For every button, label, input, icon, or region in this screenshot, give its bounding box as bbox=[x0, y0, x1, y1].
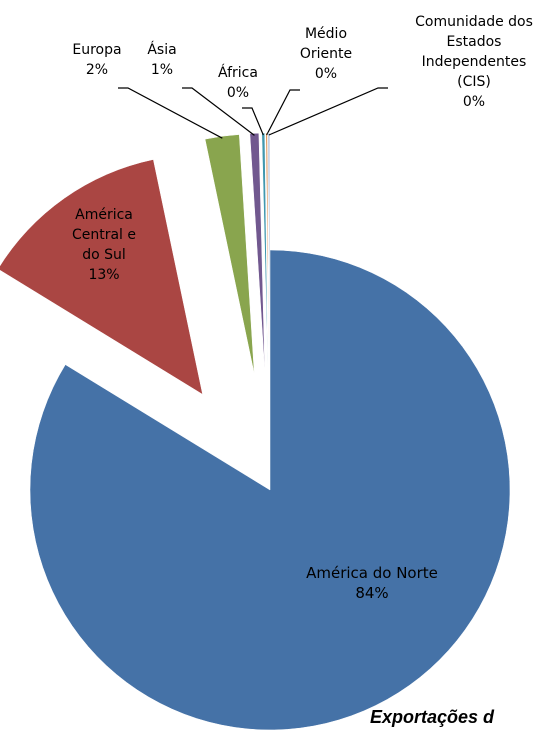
slice-value-label: 0% bbox=[314, 66, 338, 82]
pie-slice bbox=[249, 132, 266, 374]
slice-label: Ásia 1% bbox=[137, 40, 187, 80]
slice-category: África bbox=[218, 65, 258, 81]
slice-category: Ásia bbox=[147, 42, 177, 58]
leader-line bbox=[182, 87, 255, 136]
slice-category: América Central e do Sul bbox=[71, 207, 137, 263]
slice-category: América do Norte bbox=[306, 564, 438, 582]
slice-value-label: 13% bbox=[88, 267, 120, 283]
slice-label: Médio Oriente 0% bbox=[291, 24, 361, 84]
leader-line bbox=[268, 87, 388, 136]
slice-label: América Central e do Sul 13% bbox=[63, 205, 145, 285]
leader-line bbox=[242, 107, 264, 136]
slice-label: Europa 2% bbox=[62, 40, 132, 80]
slice-category: Médio Oriente bbox=[299, 26, 353, 62]
slice-category: Comunidade dos Estados Independentes (CI… bbox=[415, 14, 533, 90]
slice-value-label: 0% bbox=[462, 94, 486, 110]
chart-title: Exportações d bbox=[370, 707, 495, 727]
slice-label: Comunidade dos Estados Independentes (CI… bbox=[404, 12, 544, 112]
slice-value-label: 84% bbox=[355, 584, 389, 602]
pie-slice bbox=[204, 134, 255, 375]
slice-value-label: 2% bbox=[85, 62, 109, 78]
slice-value-label: 0% bbox=[226, 85, 250, 101]
pie-slice bbox=[0, 159, 203, 395]
slice-value-label: 1% bbox=[150, 62, 174, 78]
slice-label: África 0% bbox=[208, 63, 268, 103]
leader-line bbox=[118, 87, 223, 139]
slice-category: Europa bbox=[72, 42, 122, 58]
leader-line bbox=[266, 89, 300, 136]
pie-slice bbox=[261, 132, 269, 374]
pie-slice bbox=[267, 132, 270, 374]
slice-label: América do Norte 84% bbox=[272, 563, 472, 603]
pie-slice bbox=[29, 249, 511, 731]
